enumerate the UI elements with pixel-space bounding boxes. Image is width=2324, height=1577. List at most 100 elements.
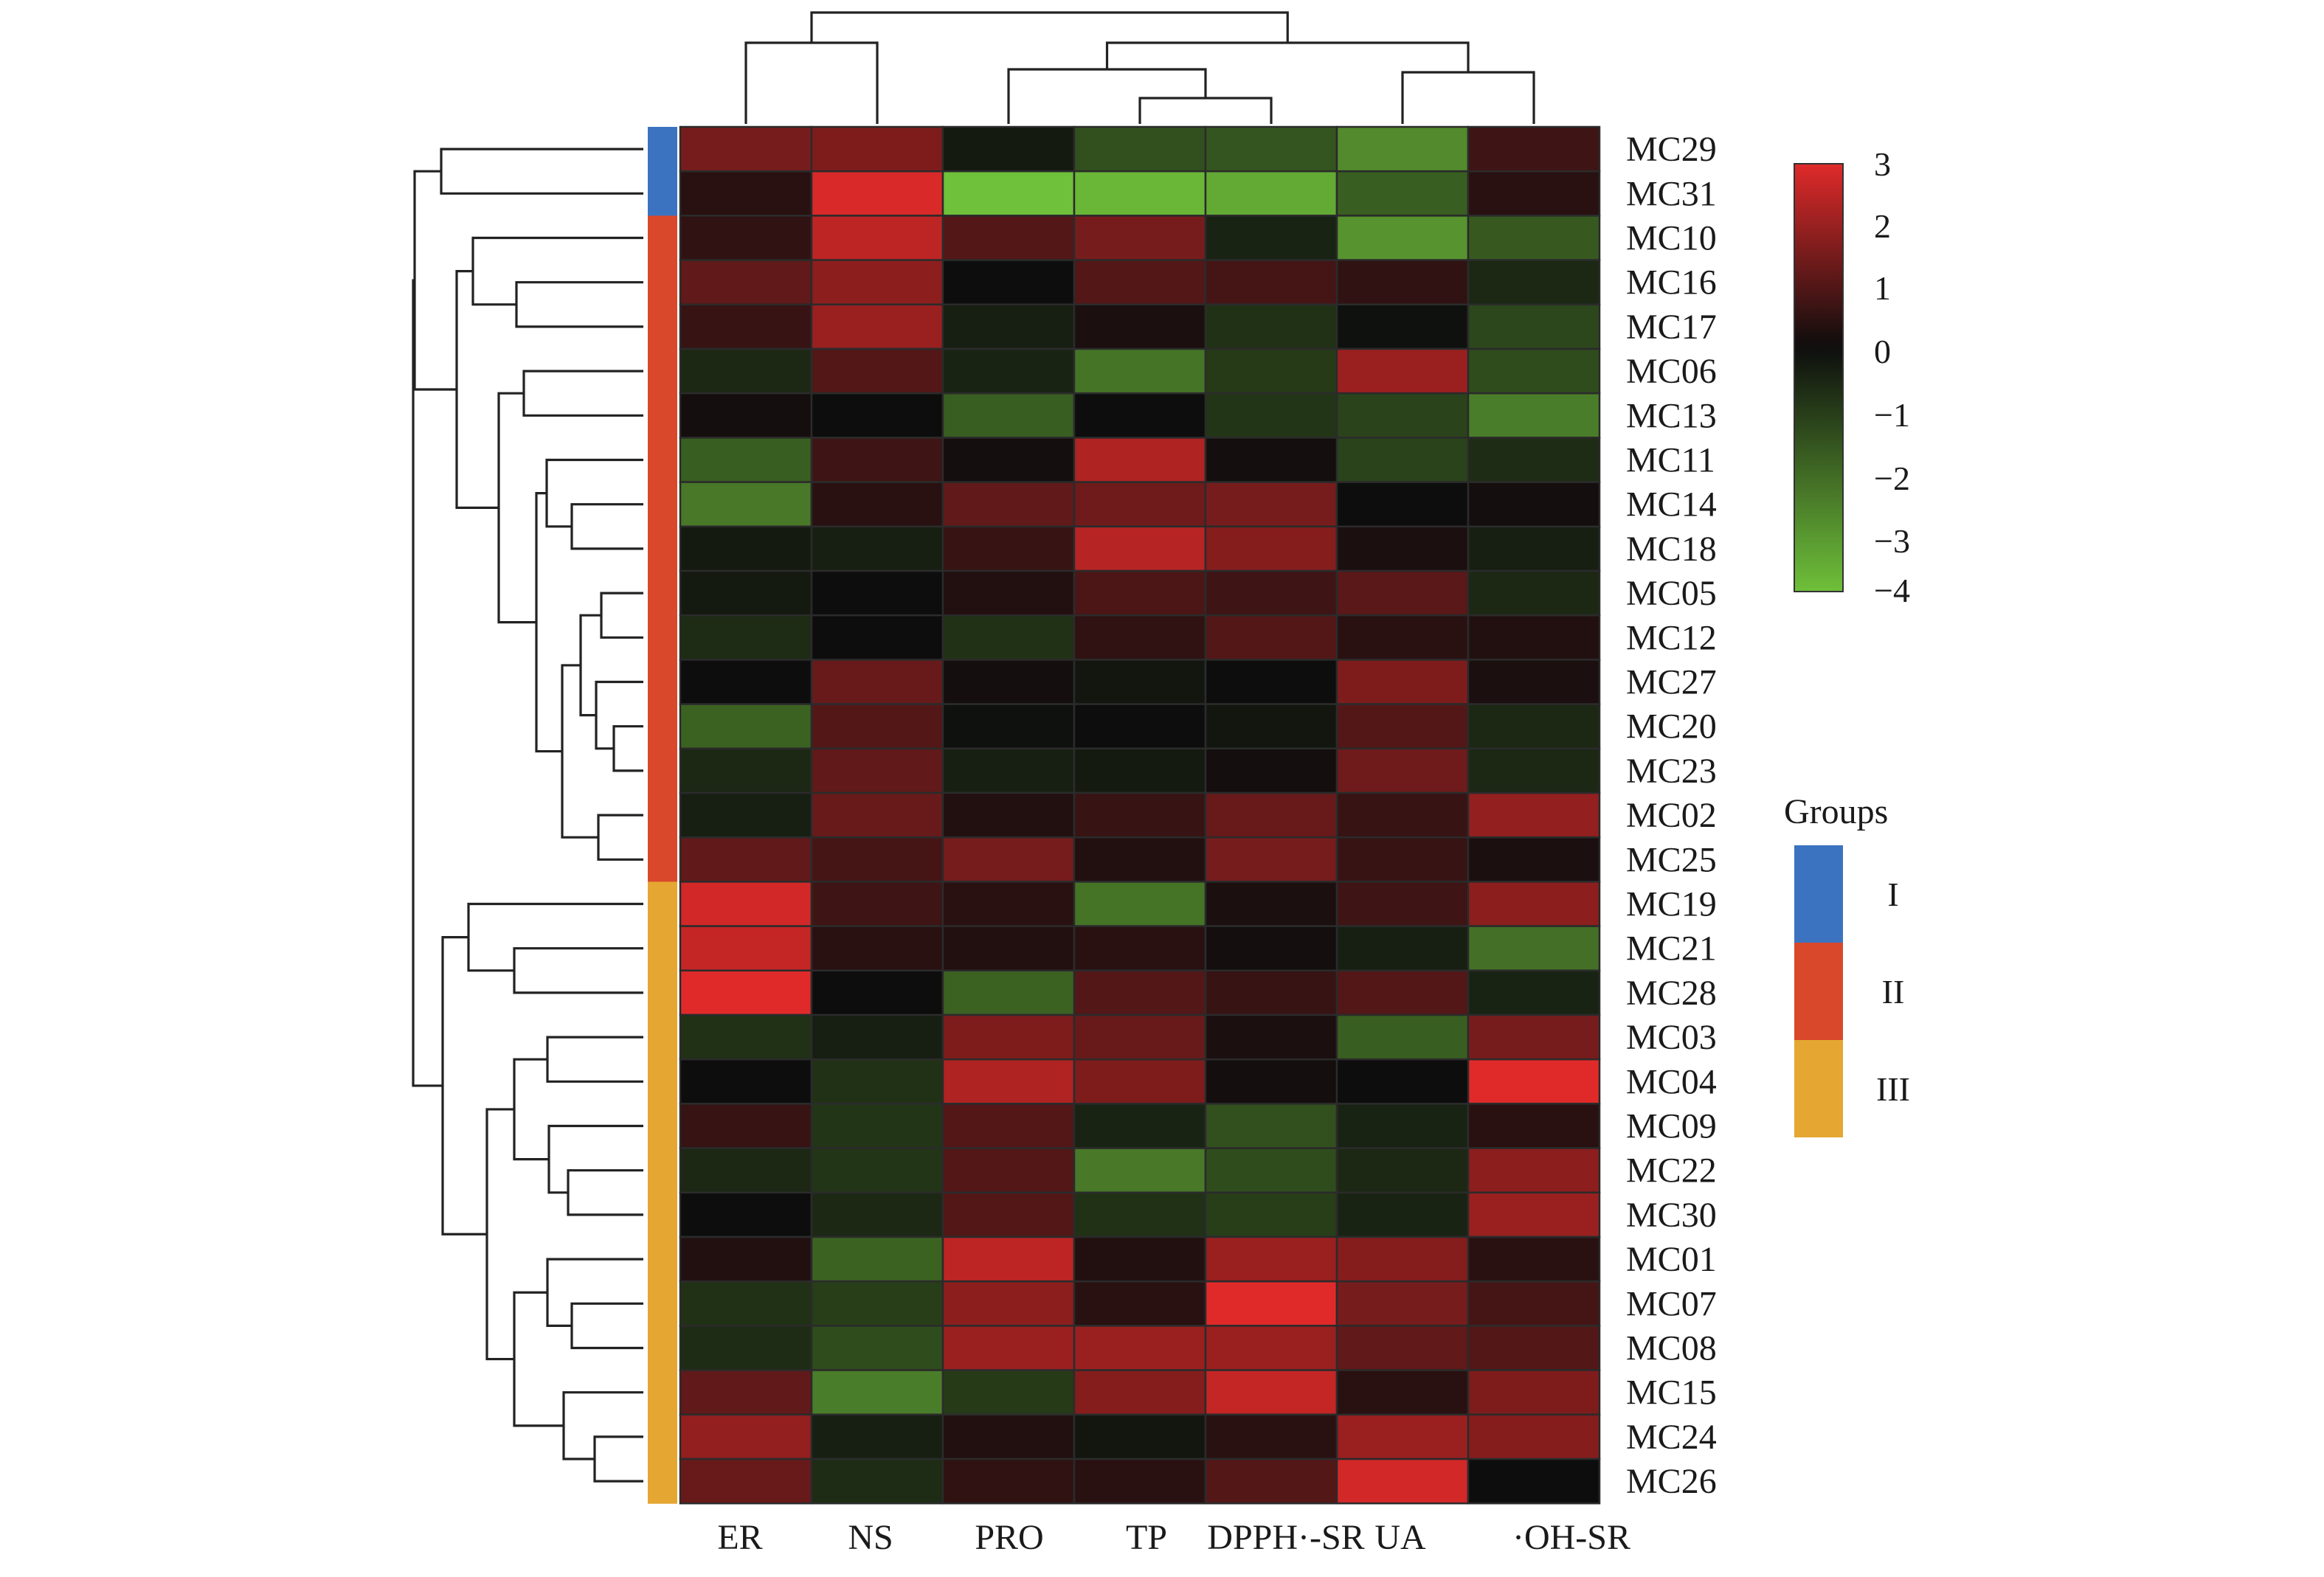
group-bar-segment [648,1281,677,1326]
dendrogram-link [471,236,643,306]
heatmap-cell [679,1369,813,1416]
heatmap-cell [1467,1058,1601,1105]
heatmap-cell [1335,347,1470,395]
heatmap-cell [941,1103,1076,1149]
heatmap-cell [1335,525,1470,572]
heatmap-cell [679,791,813,839]
dendrogram-link [522,370,643,417]
heatmap-cell [1335,1103,1470,1149]
row-label: MC14 [1626,485,1717,524]
heatmap-cell [1335,1013,1470,1061]
heatmap-cell [941,303,1076,350]
color-scale-tick-label: −2 [1874,460,1910,497]
heatmap-cell [679,215,813,261]
row-label: MC15 [1626,1373,1717,1413]
heatmap-cell [679,303,813,350]
row-label: MC24 [1626,1418,1717,1457]
dendrogram-link [547,1124,643,1194]
group-bar-segment [648,704,677,749]
heatmap-cell [1073,170,1207,217]
heatmap-cell [1204,170,1338,217]
heatmap-cell [810,703,944,750]
heatmap-cell [1073,969,1207,1016]
heatmap-cell [810,969,944,1016]
group-bar-segment [648,659,677,705]
row-label: MC10 [1626,219,1717,258]
heatmap-cell [941,569,1076,617]
group-bar-segment [648,1414,677,1460]
heatmap-cell [679,1458,813,1505]
heatmap-cell [1467,925,1601,972]
heatmap-cell [1335,659,1470,705]
row-label: MC06 [1626,352,1717,391]
heatmap-cell [941,747,1076,794]
heatmap-cell [1467,703,1601,750]
heatmap-cell [1073,259,1207,306]
row-label: MC22 [1626,1151,1717,1190]
heatmap-cell [941,1325,1076,1371]
heatmap-cell [1073,614,1207,661]
column-label: NS [848,1518,893,1557]
heatmap-cell [1073,1413,1207,1460]
heatmap-cell [941,1458,1076,1505]
heatmap-cell [1335,437,1470,483]
row-label: MC17 [1626,308,1717,347]
heatmap-cell [1467,259,1601,306]
heatmap-cell [1467,969,1601,1016]
heatmap-cell [1073,1058,1207,1105]
heatmap-cell [1073,392,1207,439]
heatmap-cell [1467,1013,1601,1061]
group-bar-segment [648,748,677,794]
heatmap-cell [1204,836,1338,883]
heatmap-cell [679,125,813,173]
heatmap-cell [941,703,1076,750]
heatmap-cell [1073,791,1207,839]
group-bar-segment [648,127,677,172]
heatmap-cell [679,1280,813,1327]
color-scale-tick-label: −3 [1874,522,1910,560]
heatmap-cell [679,1013,813,1061]
heatmap-cell [810,1413,944,1460]
row-label: MC21 [1626,929,1717,968]
heatmap-cell [941,1191,1076,1238]
dendrogram-link [600,592,643,639]
heatmap-cell [941,215,1076,261]
heatmap-cell [941,1147,1076,1194]
color-scale-tick-label: 2 [1874,207,1891,245]
heatmap-cell [810,170,944,217]
heatmap-cell [679,1103,813,1149]
heatmap-cell [1073,1235,1207,1283]
heatmap-cell [1467,659,1601,705]
heatmap-cell [679,1235,813,1283]
heatmap-cell [1335,1235,1470,1283]
heatmap-cell [679,259,813,306]
group-bar-segment [648,1237,677,1282]
dendrogram-link [562,1391,643,1460]
heatmap-cell [810,525,944,572]
dendrogram-link [515,281,643,328]
heatmap-cell [1073,836,1207,883]
column-labels: ER NS PRO TP DPPH·-SR UA ·OH-SR [717,1518,1630,1557]
column-label: TP [1126,1518,1167,1557]
row-label: MC12 [1626,618,1717,657]
heatmap-cell [1335,259,1470,306]
row-label: MC20 [1626,707,1717,746]
heatmap-cells [679,125,1601,1505]
dendrogram-link [440,148,643,195]
heatmap-cell [1204,1103,1338,1149]
dendrogram-link [593,1435,643,1483]
group-label: I [1887,876,1898,913]
group-bar-segment [648,837,677,882]
heatmap-cell [1073,215,1207,261]
heatmap-cell [1335,481,1470,528]
color-scale-tick-label: 1 [1874,269,1891,307]
heatmap-cell [1467,525,1601,572]
heatmap-cell [1467,303,1601,350]
heatmap-cell [1467,215,1601,261]
heatmap-cell [1073,347,1207,395]
heatmap-cell [1204,259,1338,306]
heatmap-cell [810,347,944,395]
heatmap-cell [1073,525,1207,572]
heatmap-cell [1073,1369,1207,1416]
heatmap-cell [1335,614,1470,661]
